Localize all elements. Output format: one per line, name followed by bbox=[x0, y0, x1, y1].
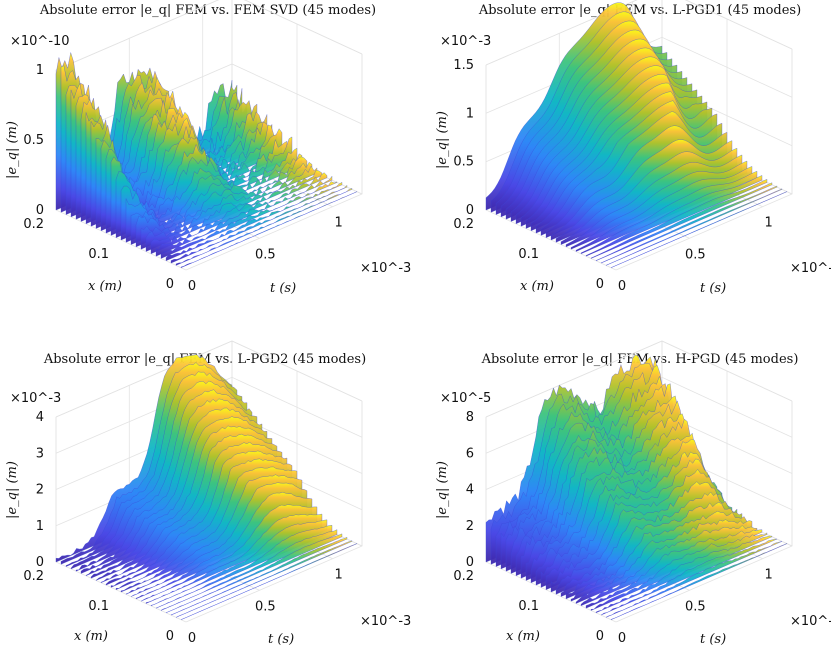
z-tick-label: 1.5 bbox=[453, 58, 474, 73]
z-tick-label: 0 bbox=[466, 203, 474, 218]
axis-ticks: 0 1 2 3 4 0 0.5 1 0 0.1 0.2 bbox=[23, 410, 342, 646]
z-axis-label: |e_q| (m) bbox=[435, 111, 450, 169]
surface-strip bbox=[605, 188, 783, 266]
error-surface bbox=[485, 2, 788, 268]
z-exponent: ×10^-3 bbox=[440, 34, 491, 49]
surface-strip bbox=[150, 172, 328, 255]
panel-title: Absolute error |e_q| FEM vs. FEM SVD (45… bbox=[39, 3, 376, 18]
surface-strip bbox=[600, 538, 778, 616]
x-tick-label: 0.1 bbox=[88, 247, 109, 262]
axis-ticks: 0 0.5 1 0 0.5 1 0 0.1 0.2 bbox=[23, 63, 342, 294]
y-axis-label: x (m) bbox=[520, 279, 554, 294]
surface-strip bbox=[180, 191, 358, 268]
x-axis-label: t (s) bbox=[268, 632, 294, 647]
y-axis-label: x (m) bbox=[74, 629, 108, 644]
z-tick-label: 0.5 bbox=[453, 155, 474, 170]
z-tick-label: 3 bbox=[36, 446, 44, 461]
surface-strip bbox=[605, 541, 783, 618]
t-tick-label: 1 bbox=[765, 568, 773, 583]
y-axis-label: x (m) bbox=[506, 629, 540, 644]
panel-h-pgd: Absolute error |e_q| FEM vs. H-PGD (45 m… bbox=[435, 340, 831, 647]
z-exponent: ×10^-3 bbox=[10, 391, 61, 406]
z-tick-label: 2 bbox=[36, 483, 44, 498]
t-tick-label: 0.5 bbox=[255, 599, 276, 614]
x-axis-label: t (s) bbox=[700, 281, 726, 296]
surface-strip bbox=[175, 540, 353, 618]
x-tick-label: 0.1 bbox=[518, 599, 539, 614]
t-tick-label: 1 bbox=[335, 216, 343, 231]
x-exponent: ×10^-3 bbox=[360, 261, 411, 276]
t-tick-label: 0.5 bbox=[255, 247, 276, 262]
x-tick-label: 0 bbox=[166, 629, 174, 644]
surface-strip bbox=[580, 170, 758, 255]
x-exponent: ×10^-3 bbox=[790, 261, 831, 276]
x-tick-label: 0.1 bbox=[518, 247, 539, 262]
error-surface bbox=[55, 354, 358, 620]
x-tick-label: 0.1 bbox=[88, 599, 109, 614]
surface-strip bbox=[590, 179, 768, 259]
surface-strip bbox=[610, 191, 788, 268]
z-exponent: ×10^-5 bbox=[440, 391, 491, 406]
z-tick-label: 6 bbox=[466, 446, 474, 461]
z-axis-label: |e_q| (m) bbox=[435, 461, 450, 519]
y-axis-label: x (m) bbox=[88, 279, 122, 294]
surface-strip bbox=[175, 188, 353, 266]
panel-title: Absolute error |e_q| FEM vs. L-PGD1 (45 … bbox=[478, 3, 801, 18]
surface-strip bbox=[160, 529, 338, 611]
t-tick-label: 0.5 bbox=[685, 599, 706, 614]
x-tick-label: 0 bbox=[166, 277, 174, 292]
z-tick-label: 8 bbox=[466, 410, 474, 425]
x-tick-label: 0 bbox=[596, 277, 604, 292]
z-tick-label: 1 bbox=[36, 63, 44, 78]
x-exponent: ×10^-3 bbox=[360, 614, 411, 629]
error-surface bbox=[485, 354, 788, 620]
surface-strip bbox=[155, 525, 333, 609]
x-tick-label: 0.2 bbox=[453, 569, 474, 584]
x-axis-label: t (s) bbox=[270, 281, 296, 296]
surface-strip bbox=[160, 181, 338, 259]
z-tick-label: 0 bbox=[36, 555, 44, 570]
surface-strip bbox=[165, 533, 343, 614]
t-tick-label: 1 bbox=[335, 568, 343, 583]
axis-ticks: 0 2 4 6 8 0 0.5 1 0 0.1 0.2 bbox=[453, 410, 772, 646]
x-tick-label: 0.2 bbox=[453, 217, 474, 232]
axis-ticks: 0 0.5 1 1.5 0 0.5 1 0 0.1 0.2 bbox=[453, 58, 772, 294]
z-tick-label: 1 bbox=[36, 519, 44, 534]
surface-strip bbox=[600, 185, 778, 264]
t-tick-label: 1 bbox=[765, 216, 773, 231]
panel-l-pgd1: Absolute error |e_q| FEM vs. L-PGD1 (45 … bbox=[435, 0, 831, 296]
z-exponent: ×10^-10 bbox=[10, 34, 70, 49]
surface-strip bbox=[180, 543, 358, 620]
z-tick-label: 2 bbox=[466, 519, 474, 534]
x-exponent: ×10^-3 bbox=[790, 614, 831, 629]
surface-strip bbox=[585, 175, 763, 257]
t-tick-label: 0 bbox=[188, 279, 196, 294]
z-tick-label: 0.5 bbox=[23, 133, 44, 148]
surface-strip bbox=[170, 184, 348, 264]
panel-fem-svd: Absolute error |e_q| FEM vs. FEM SVD (45… bbox=[5, 0, 411, 296]
surface-strip bbox=[610, 543, 788, 620]
x-tick-label: 0.2 bbox=[23, 569, 44, 584]
t-tick-label: 0.5 bbox=[685, 247, 706, 262]
z-tick-label: 4 bbox=[466, 483, 474, 498]
z-tick-label: 1 bbox=[466, 106, 474, 121]
z-tick-label: 0 bbox=[36, 203, 44, 218]
t-tick-label: 0 bbox=[618, 631, 626, 646]
surface-strip bbox=[170, 536, 348, 616]
t-tick-label: 0 bbox=[618, 279, 626, 294]
error-surface bbox=[55, 52, 358, 268]
surface-strip bbox=[165, 182, 343, 262]
t-tick-label: 0 bbox=[188, 631, 196, 646]
x-axis-label: t (s) bbox=[700, 632, 726, 647]
z-tick-label: 4 bbox=[36, 410, 44, 425]
x-tick-label: 0.2 bbox=[23, 217, 44, 232]
z-tick-label: 0 bbox=[466, 555, 474, 570]
panel-l-pgd2: Absolute error |e_q| FEM vs. L-PGD2 (45 … bbox=[5, 340, 411, 647]
z-axis-label: |e_q| (m) bbox=[5, 121, 20, 179]
x-tick-label: 0 bbox=[596, 629, 604, 644]
surface-strip bbox=[595, 182, 773, 262]
surface-strip bbox=[155, 175, 333, 257]
z-axis-label: |e_q| (m) bbox=[5, 461, 20, 519]
